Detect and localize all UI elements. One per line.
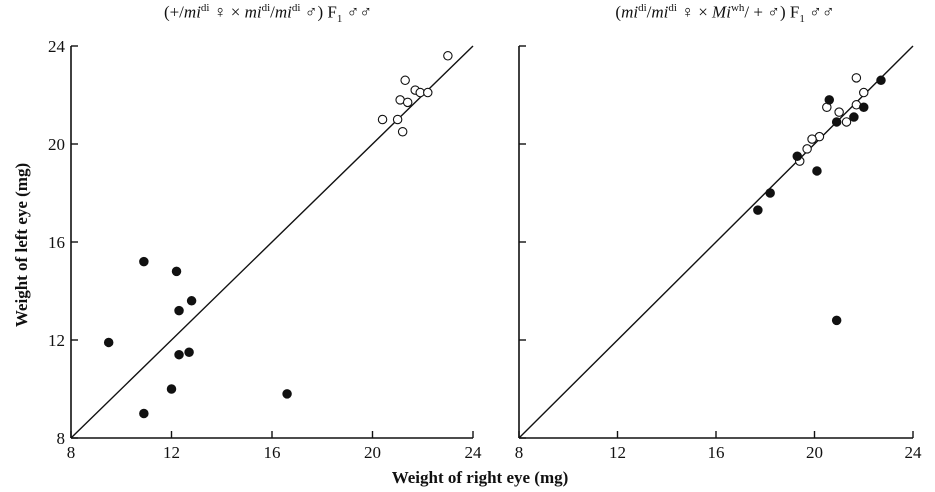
open-data-point (423, 87, 433, 98)
filled-data-point (139, 408, 149, 419)
filled-data-point (831, 117, 842, 127)
x-tick-label: 20 (806, 443, 823, 462)
filled-data-point (831, 315, 842, 326)
x-tick-label: 12 (163, 443, 180, 462)
filled-data-point (186, 296, 197, 306)
y-tick-label: 16 (48, 233, 65, 252)
x-tick-label: 16 (264, 443, 281, 462)
open-data-point (802, 144, 812, 154)
y-tick-label: 12 (48, 331, 65, 350)
filled-data-point (753, 205, 763, 215)
filled-data-point (282, 389, 292, 399)
filled-data-point (174, 349, 184, 360)
x-tick-label: 8 (515, 443, 524, 462)
open-data-point (851, 73, 862, 83)
open-data-point (402, 97, 413, 108)
x-axis-label: Weight of right eye (mg) (391, 468, 569, 487)
open-data-point (443, 51, 453, 61)
filled-data-point (171, 266, 182, 277)
filled-data-point (849, 112, 859, 122)
y-tick-label: 24 (48, 37, 66, 56)
open-data-point (858, 87, 869, 98)
x-tick-label: 8 (67, 443, 76, 462)
filled-data-point (765, 188, 775, 198)
filled-data-point (174, 305, 184, 316)
filled-data-point (184, 347, 194, 357)
filled-data-point (103, 337, 114, 348)
filled-data-point (812, 166, 822, 176)
filled-data-point (166, 384, 177, 394)
open-data-point (841, 117, 852, 127)
x-tick-label: 12 (609, 443, 626, 462)
y-tick-label: 8 (57, 429, 66, 448)
filled-data-point (858, 102, 869, 113)
x-tick-label: 20 (364, 443, 381, 462)
filled-data-point (139, 256, 149, 267)
right-panel-title: (midi/midi ♀ × Miwh/ + ♂) F1 ♂♂ (615, 2, 835, 26)
x-tick-label: 24 (905, 443, 923, 462)
open-data-point (400, 75, 410, 86)
open-data-point (392, 114, 403, 125)
x-tick-label: 16 (708, 443, 725, 462)
open-data-point (807, 134, 817, 144)
open-data-point (834, 107, 844, 117)
reference-line (70, 45, 474, 439)
y-tick-label: 20 (48, 135, 65, 154)
open-data-point (397, 127, 408, 137)
filled-data-point (876, 75, 886, 86)
x-tick-label: 24 (465, 443, 483, 462)
left-panel-title: (+/midi ♀ × midi/midi ♂) F1 ♂♂ (163, 2, 373, 26)
filled-data-point (792, 151, 803, 162)
open-data-point (377, 114, 388, 125)
reference-line (518, 45, 914, 439)
filled-data-point (824, 95, 835, 105)
y-axis-label: Weight of left eye (mg) (12, 162, 31, 328)
